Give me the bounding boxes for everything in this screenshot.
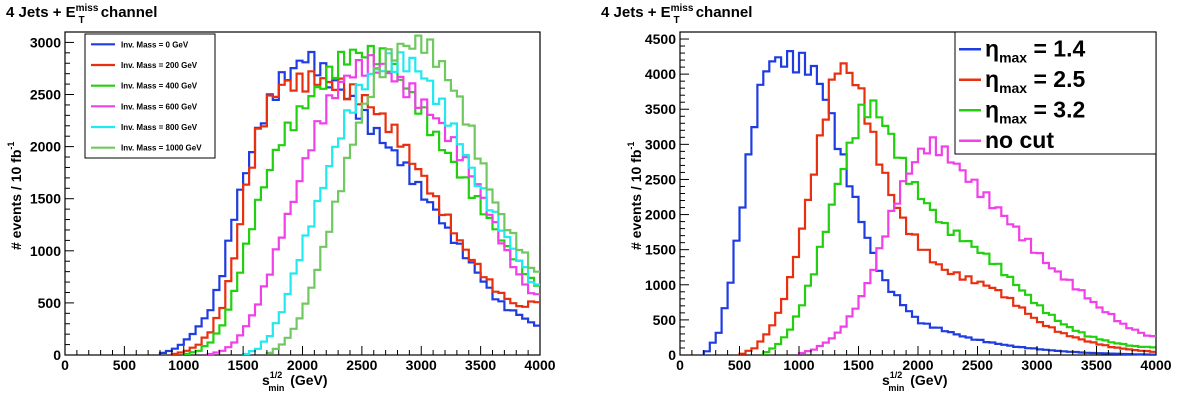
y-axis-label: # events / 10 fb-1: [626, 142, 644, 250]
left-chart: 4 Jets + Emiss T channel 0 500 1000 1500 2000…: [6, 3, 556, 393]
series-line: [738, 62, 1156, 355]
chart-title: 4 Jets + Emiss T channel: [6, 3, 157, 26]
legend-label: Inv. Mass = 200 GeV: [121, 61, 198, 70]
series-layer: [702, 50, 1156, 356]
series-line: [265, 34, 540, 355]
x-tick-label: 0: [61, 357, 69, 373]
axis-ticks: 0 500 1000 1500 2000 2500 3000 3500 4000 0 500 1000…: [645, 31, 1172, 373]
legend-label: Inv. Mass = 800 GeV: [121, 123, 198, 132]
legend-box: [954, 31, 1157, 155]
x-tick-label: 3500: [465, 357, 496, 373]
legend-box: [84, 33, 216, 159]
x-tick-label: 2000: [287, 357, 318, 373]
y-tick-label: 0: [53, 347, 61, 363]
x-tick-label: 3000: [1021, 357, 1052, 373]
series-line: [206, 54, 540, 356]
y-tick-label: 500: [38, 295, 62, 311]
x-tick-label: 1000: [783, 357, 814, 373]
y-tick-label: 1500: [30, 191, 61, 207]
legend-label: ηmax = 3.2: [985, 96, 1085, 126]
y-tick-label: 2500: [645, 171, 676, 187]
x-tick-label: 500: [113, 357, 137, 373]
y-tick-label: 2000: [645, 207, 676, 223]
series-line: [702, 50, 1156, 356]
x-axis-label: s1/2 min (GeV): [262, 370, 328, 393]
y-tick-label: 4500: [645, 31, 676, 47]
series-layer: [158, 34, 540, 356]
axis-ticks: 0 500 1000 1500 2000 2500 3000 3500 4000 0 500 1000…: [30, 31, 556, 373]
x-tick-label: 2500: [346, 357, 377, 373]
legend: Inv. Mass = 0 GeV Inv. Mass = 200 GeV Inv.…: [84, 33, 216, 159]
x-tick-label: 1000: [168, 357, 199, 373]
y-tick-label: 4000: [645, 66, 676, 82]
y-axis-label: # events / 10 fb-1: [6, 142, 24, 250]
x-tick-label: 3500: [1081, 357, 1112, 373]
legend-label: ηmax = 2.5: [985, 66, 1085, 96]
x-axis-label: s1/2 min (GeV): [882, 370, 948, 393]
legend-label: no cut: [985, 127, 1054, 153]
y-tick-label: 2500: [30, 87, 61, 103]
x-tick-label: 500: [728, 357, 752, 373]
y-tick-label: 1000: [30, 243, 61, 259]
x-tick-label: 1500: [843, 357, 874, 373]
x-tick-label: 4000: [524, 357, 555, 373]
x-tick-label: 4000: [1140, 357, 1171, 373]
chart-title: 4 Jets + Emiss T channel: [601, 3, 752, 26]
y-tick-label: 2000: [30, 139, 61, 155]
series-line: [797, 136, 1156, 355]
x-tick-label: 2500: [962, 357, 993, 373]
legend-label: Inv. Mass = 400 GeV: [121, 82, 198, 91]
series-line: [762, 99, 1156, 355]
x-tick-label: 0: [676, 357, 684, 373]
legend-label: Inv. Mass = 0 GeV: [121, 40, 189, 49]
y-tick-label: 1500: [645, 242, 676, 258]
y-tick-label: 3000: [645, 136, 676, 152]
y-tick-label: 3000: [30, 34, 61, 50]
x-tick-label: 3000: [406, 357, 437, 373]
legend-label: ηmax = 1.4: [985, 35, 1085, 65]
right-chart: 4 Jets + Emiss T channel 0 500 1000 1500 2000…: [601, 3, 1172, 393]
y-tick-label: 3500: [645, 101, 676, 117]
y-tick-label: 500: [653, 312, 677, 328]
x-tick-label: 1500: [228, 357, 259, 373]
legend-label: Inv. Mass = 1000 GeV: [121, 144, 202, 153]
y-tick-label: 0: [668, 347, 676, 363]
legend-label: Inv. Mass = 600 GeV: [121, 102, 198, 111]
x-tick-label: 2000: [902, 357, 933, 373]
y-tick-label: 1000: [645, 277, 676, 293]
